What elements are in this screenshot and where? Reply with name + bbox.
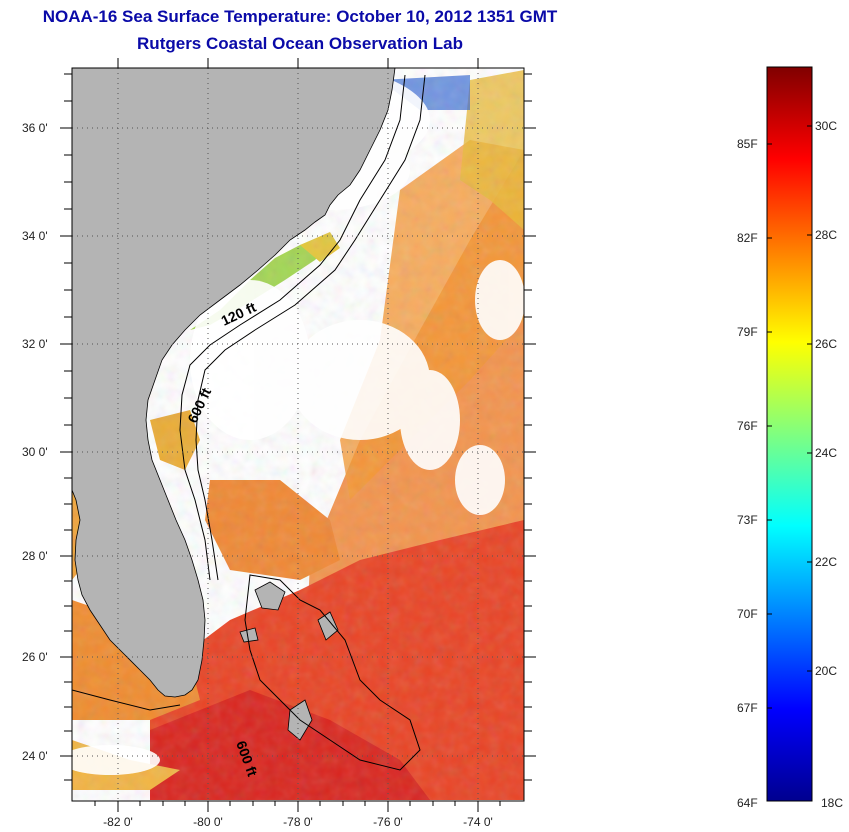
lat-label-34: 34 0'	[22, 229, 48, 243]
colorbar-f-67: 67F	[737, 701, 758, 715]
colorbar-f-85: 85F	[737, 137, 758, 151]
lon-label-76: -76 0'	[373, 815, 403, 829]
colorbar-c-18: 18C	[821, 796, 843, 810]
colorbar-c-22: 22C	[815, 555, 837, 569]
colorbar-c-28: 28C	[815, 228, 837, 242]
lat-label-30: 30 0'	[22, 445, 48, 459]
map-title: NOAA-16 Sea Surface Temperature: October…	[42, 7, 558, 26]
lat-label-26: 26 0'	[22, 650, 48, 664]
us-coastline-land	[72, 68, 396, 698]
colorbar-f-64: 64F	[737, 796, 758, 810]
lon-label-82: -82 0'	[103, 815, 133, 829]
colorbar-c-30: 30C	[815, 119, 837, 133]
map-subtitle: Rutgers Coastal Ocean Observation Lab	[137, 34, 463, 53]
colorbar-f-70: 70F	[737, 607, 758, 621]
colorbar-f-76: 76F	[737, 419, 758, 433]
graticule	[72, 68, 524, 801]
colorbar-c-20: 20C	[815, 664, 837, 678]
colorbar-f-79: 79F	[737, 325, 758, 339]
bathymetry-contours	[72, 74, 426, 771]
colorbar-f-82: 82F	[737, 231, 758, 245]
lat-label-28: 28 0'	[22, 549, 48, 563]
colorbar-c-26: 26C	[815, 337, 837, 351]
colorbar-scale	[766, 66, 813, 802]
colorbar-c-24: 24C	[815, 446, 837, 460]
colorbar-ticks	[767, 125, 812, 709]
lon-tick-marks	[94, 58, 501, 812]
colorbar-f-73: 73F	[737, 513, 758, 527]
lat-label-32: 32 0'	[22, 337, 48, 351]
lon-label-80: -80 0'	[193, 815, 223, 829]
lat-tick-marks	[60, 73, 536, 781]
lat-label-36: 36 0'	[22, 121, 48, 135]
lon-label-74: -74 0'	[463, 815, 493, 829]
lon-label-78: -78 0'	[283, 815, 313, 829]
lat-label-24: 24 0'	[22, 749, 48, 763]
